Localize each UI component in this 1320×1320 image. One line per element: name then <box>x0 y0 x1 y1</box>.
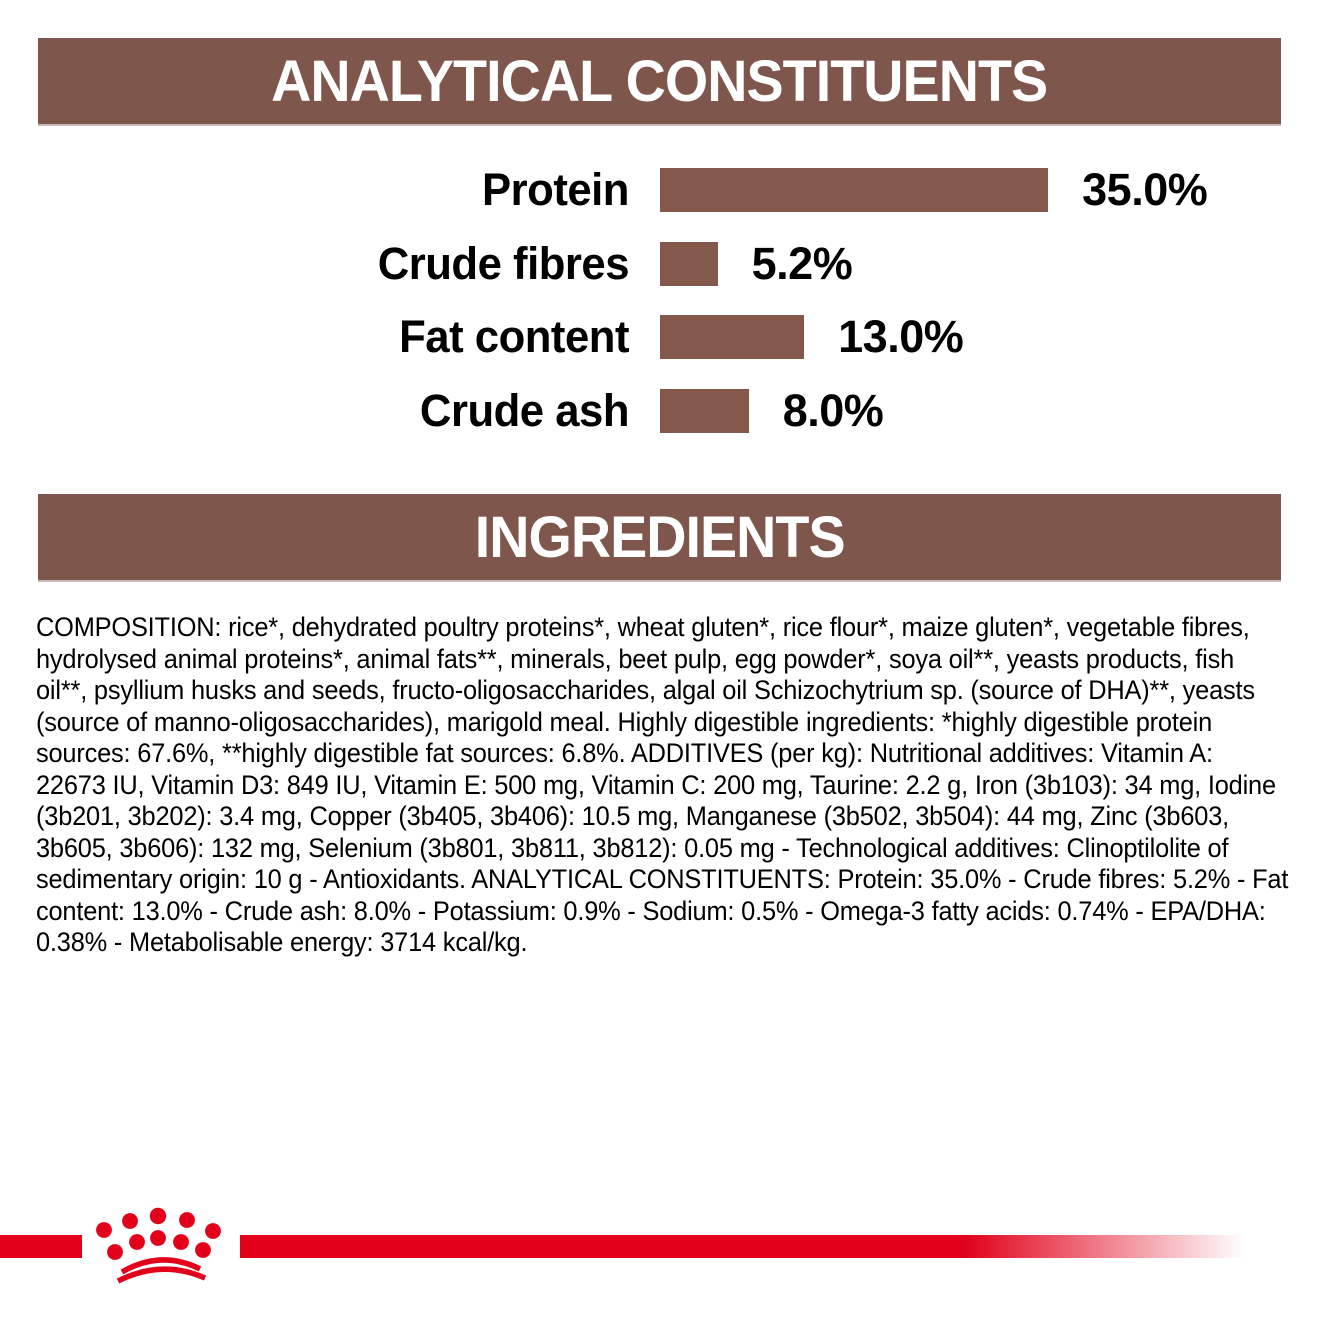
chart-bar <box>660 168 1049 212</box>
ingredients-line: 0.38% - Metabolisable energy: 3714 kcal/… <box>36 927 528 957</box>
ingredients-title: INGREDIENTS <box>474 504 846 570</box>
chart-value-label: 13.0% <box>838 311 964 362</box>
ingredients-line: COMPOSITION: rice*, dehydrated poultry p… <box>36 612 1250 642</box>
ingredients-line: 3b605, 3b606): 132 mg, Selenium (3b801, … <box>36 832 1229 863</box>
chart-row-crude-ash: Crude ash 8.0% <box>38 385 1281 436</box>
chart-value-label: 5.2% <box>751 237 853 289</box>
chart-bar <box>660 315 805 359</box>
chart-category-label: Crude fibres <box>377 237 630 289</box>
chart-row-crude-fibres: Crude fibres 5.2% <box>38 238 1281 289</box>
chart-row-fat-content: Fat content 13.0% <box>38 311 1281 362</box>
ingredients-line: 22673 IU, Vitamin D3: 849 IU, Vitamin E:… <box>36 769 1276 800</box>
analytical-constituents-chart: Protein 35.0% Crude fibres 5.2% Fat content 1… <box>38 164 1281 462</box>
analytical-constituents-title: ANALYTICAL CONSTITUENTS <box>271 48 1048 114</box>
red-line-right <box>240 1235 1245 1258</box>
chart-bar <box>660 241 718 286</box>
ingredients-line: sources: 67.6%, **highly digestible fat … <box>36 738 1213 768</box>
ingredients-paragraph: COMPOSITION: rice*, dehydrated poultry p… <box>36 612 1289 959</box>
chart-category-label: Crude ash <box>419 384 630 436</box>
royal-canin-crown-icon <box>96 1207 221 1284</box>
ingredients-line: sedimentary origin: 10 g - Antioxidants.… <box>36 864 1289 894</box>
chart-bar <box>660 388 749 433</box>
ingredients-line: (source of manno-oligosaccharides), mari… <box>36 706 1213 737</box>
ingredients-line: content: 13.0% - Crude ash: 8.0% - Potas… <box>36 895 1266 926</box>
analytical-constituents-banner: ANALYTICAL CONSTITUENTS <box>38 38 1281 124</box>
ingredients-line: oil**, psyllium husks and seeds, fructo-… <box>36 675 1255 705</box>
chart-category-label: Protein <box>482 164 629 215</box>
ingredients-line: (3b201, 3b202): 3.4 mg, Copper (3b405, 3… <box>36 801 1230 831</box>
red-line-left <box>0 1235 82 1258</box>
chart-category-label: Fat content <box>399 311 629 362</box>
chart-value-label: 35.0% <box>1082 164 1208 215</box>
chart-value-label: 8.0% <box>782 384 884 436</box>
ingredients-banner: INGREDIENTS <box>38 494 1281 580</box>
chart-row-protein: Protein 35.0% <box>38 164 1281 215</box>
ingredients-line: hydrolysed animal proteins*, animal fats… <box>36 643 1235 674</box>
